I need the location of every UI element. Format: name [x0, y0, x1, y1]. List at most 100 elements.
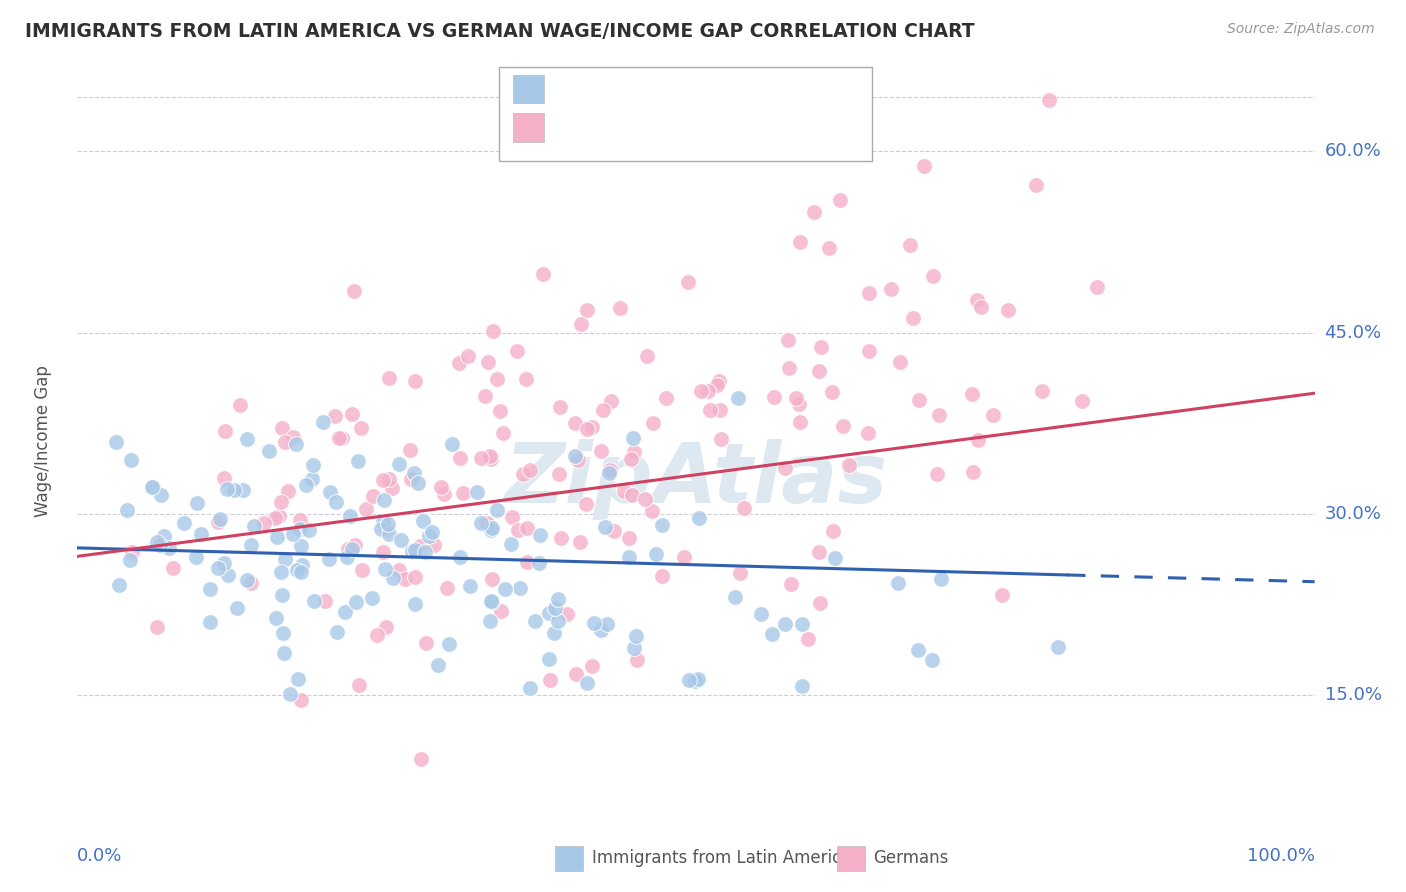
Point	[399, 442, 422, 457]
Point	[778, 361, 800, 376]
Point	[208, 512, 231, 526]
Point	[347, 454, 370, 468]
Point	[374, 522, 396, 536]
Point	[733, 500, 755, 515]
Point	[728, 566, 751, 581]
Point	[198, 615, 221, 629]
Point	[394, 572, 416, 586]
Point	[149, 538, 172, 552]
Point	[318, 552, 340, 566]
Point	[323, 409, 346, 423]
Point	[342, 408, 364, 422]
Point	[927, 467, 949, 481]
Point	[599, 394, 621, 409]
Point	[141, 480, 163, 494]
Text: 15.0%: 15.0%	[1324, 686, 1382, 705]
Point	[235, 573, 257, 587]
Point	[626, 653, 648, 667]
Point	[226, 601, 249, 615]
Point	[312, 415, 335, 429]
Point	[290, 566, 312, 580]
Point	[350, 420, 373, 434]
Point	[406, 476, 429, 491]
Point	[378, 371, 401, 385]
Point	[326, 625, 349, 640]
Point	[162, 561, 184, 575]
Point	[253, 516, 276, 530]
Text: ZipAtlas: ZipAtlas	[505, 439, 887, 519]
Text: 0.0%: 0.0%	[77, 847, 122, 864]
Text: N =: N =	[702, 80, 741, 98]
Point	[709, 402, 731, 417]
Point	[413, 545, 436, 559]
Point	[1085, 279, 1108, 293]
Point	[467, 485, 489, 500]
Point	[336, 542, 359, 557]
Point	[274, 434, 297, 449]
Point	[477, 355, 499, 369]
Point	[929, 572, 952, 586]
Point	[568, 535, 591, 549]
Point	[295, 478, 318, 492]
Point	[620, 487, 643, 501]
Point	[617, 549, 640, 564]
Point	[374, 562, 396, 576]
Point	[523, 614, 546, 628]
Point	[361, 591, 384, 605]
Point	[145, 620, 167, 634]
Point	[609, 301, 631, 315]
Point	[224, 483, 246, 497]
Point	[531, 267, 554, 281]
Point	[538, 673, 561, 687]
Point	[555, 607, 578, 621]
Point	[519, 463, 541, 477]
Point	[479, 452, 502, 467]
Point	[350, 563, 373, 577]
Point	[212, 471, 235, 485]
Point	[115, 503, 138, 517]
Point	[960, 387, 983, 401]
Point	[343, 538, 366, 552]
Text: 45.0%: 45.0%	[1324, 324, 1382, 342]
Point	[655, 391, 678, 405]
Point	[808, 596, 831, 610]
Point	[404, 597, 426, 611]
Point	[688, 672, 710, 686]
Point	[858, 344, 880, 359]
Point	[1038, 93, 1060, 107]
Point	[283, 526, 305, 541]
Point	[903, 310, 925, 325]
Point	[481, 594, 503, 608]
Point	[509, 581, 531, 595]
Point	[432, 487, 454, 501]
Point	[928, 408, 950, 422]
Point	[494, 582, 516, 597]
Point	[146, 535, 169, 549]
Point	[423, 538, 446, 552]
Point	[229, 398, 252, 412]
Point	[479, 449, 502, 463]
Point	[773, 461, 796, 475]
Point	[287, 563, 309, 577]
Point	[889, 355, 911, 369]
Point	[564, 450, 586, 464]
Point	[190, 526, 212, 541]
Point	[641, 504, 664, 518]
Point	[624, 629, 647, 643]
Point	[287, 672, 309, 686]
Point	[832, 419, 855, 434]
Text: Source: ZipAtlas.com: Source: ZipAtlas.com	[1227, 22, 1375, 37]
Point	[842, 107, 865, 121]
Point	[598, 467, 620, 481]
Point	[821, 384, 844, 399]
Point	[271, 588, 294, 602]
Point	[697, 384, 720, 399]
Point	[273, 552, 295, 566]
Point	[856, 426, 879, 441]
Point	[678, 275, 700, 289]
Point	[505, 344, 527, 359]
Point	[290, 513, 312, 527]
Point	[298, 524, 321, 538]
Text: -0.281: -0.281	[614, 80, 679, 98]
Point	[749, 607, 772, 621]
